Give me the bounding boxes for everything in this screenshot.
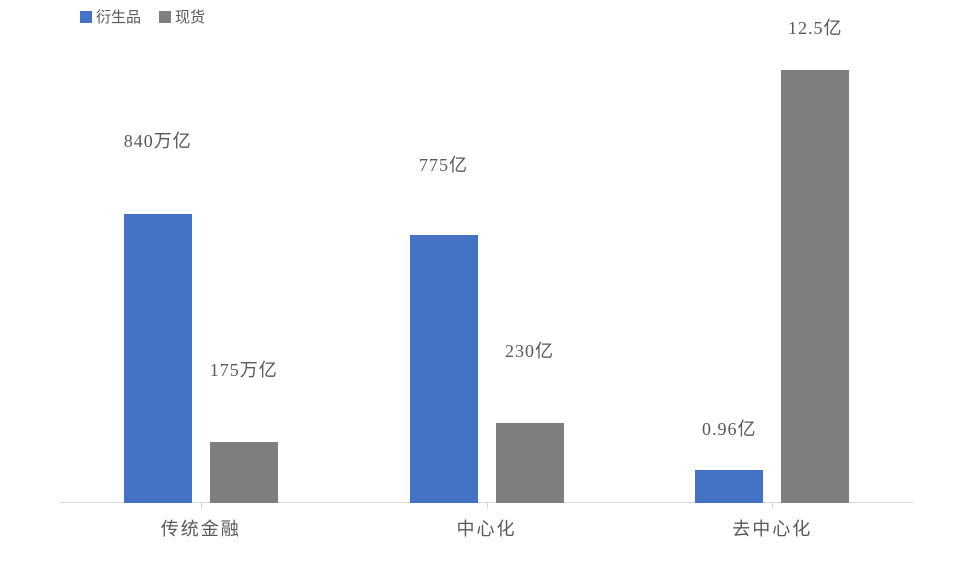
category-label: 去中心化 [732,515,812,541]
plot-area: 传统金融840万亿175万亿中心化775亿230亿去中心化0.96亿12.5亿 [60,40,913,503]
legend-item-spot: 现货 [159,6,205,27]
bar-value-label: 775亿 [364,151,524,177]
legend-label-derivatives: 衍生品 [96,6,141,27]
legend-label-spot: 现货 [175,6,205,27]
bar-value-label: 175万亿 [164,356,324,382]
bar-value-label: 12.5亿 [735,14,895,40]
category-label: 传统金融 [161,515,241,541]
bar-spot [496,423,564,503]
bar-value-label: 840万亿 [78,127,238,153]
chart-container: 衍生品 现货 传统金融840万亿175万亿中心化775亿230亿去中心化0.96… [0,0,953,563]
bar-derivatives [410,235,478,503]
x-tick [487,503,488,509]
legend-swatch-derivatives [80,11,92,23]
x-tick [772,503,773,509]
category-label: 中心化 [457,515,517,541]
bar-value-label: 230亿 [450,337,610,363]
x-tick [201,503,202,509]
bar-spot [210,442,278,503]
legend-swatch-spot [159,11,171,23]
legend-item-derivatives: 衍生品 [80,6,141,27]
bar-derivatives [695,470,763,503]
bar-spot [781,70,849,503]
legend: 衍生品 现货 [80,6,205,27]
